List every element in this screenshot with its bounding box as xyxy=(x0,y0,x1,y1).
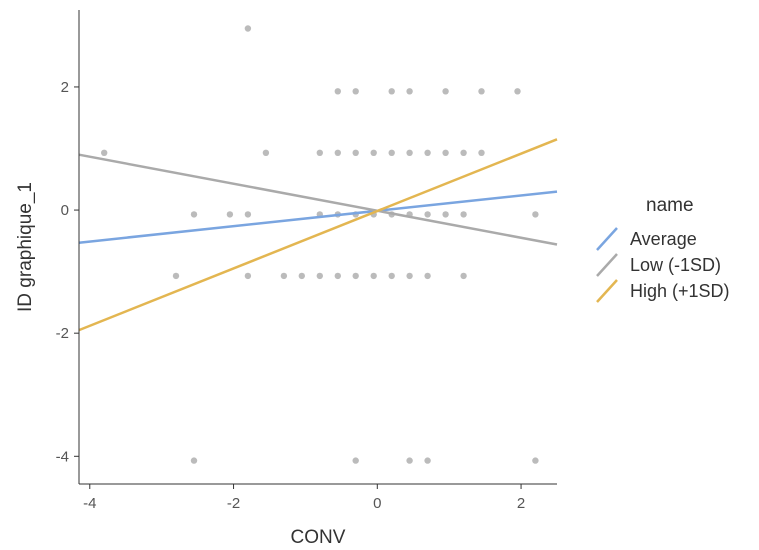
data-point xyxy=(352,149,359,156)
data-point xyxy=(244,211,252,218)
data-point xyxy=(172,272,180,280)
data-point xyxy=(334,272,341,280)
data-point xyxy=(316,272,323,280)
data-point xyxy=(460,149,467,156)
regression-lines xyxy=(78,138,558,332)
x-tick-label: -2 xyxy=(227,495,240,512)
data-point xyxy=(262,149,270,156)
x-tick-label: 2 xyxy=(517,495,525,512)
x-axis-title: CONV xyxy=(291,527,346,548)
data-point xyxy=(244,272,252,280)
data-point xyxy=(388,272,395,280)
series-line-low-1sd xyxy=(78,153,558,246)
axis-ticks: -4 -2 0 2 -4 -2 0 2 xyxy=(56,79,526,512)
data-point xyxy=(352,272,359,280)
series-line-average xyxy=(78,190,558,244)
axes xyxy=(78,10,557,485)
legend-key-average xyxy=(596,227,618,251)
data-point xyxy=(442,88,449,95)
data-point xyxy=(244,25,252,32)
data-point xyxy=(424,457,431,464)
data-point xyxy=(190,211,198,218)
data-point xyxy=(514,88,521,95)
x-tick-label: -4 xyxy=(83,495,96,512)
data-point xyxy=(406,88,413,95)
data-point xyxy=(460,211,467,218)
scatter-points xyxy=(101,25,539,464)
data-point xyxy=(478,88,485,95)
legend-key-low-1sd xyxy=(596,253,618,277)
data-point xyxy=(316,149,323,156)
data-point xyxy=(101,149,108,156)
data-point xyxy=(442,211,449,218)
legend-title: name xyxy=(646,195,694,216)
data-point xyxy=(406,457,413,464)
y-tick-label: 2 xyxy=(61,79,69,96)
y-axis-title: ID graphique_1 xyxy=(15,182,36,312)
data-point xyxy=(388,149,395,156)
legend-key-high-1sd xyxy=(596,279,618,303)
data-point xyxy=(370,272,377,280)
data-point xyxy=(298,272,305,280)
data-point xyxy=(532,211,539,218)
data-point xyxy=(280,272,288,280)
legend: name Average Low (-1SD) High (+1SD) xyxy=(596,195,730,303)
data-point xyxy=(478,149,485,156)
data-point xyxy=(424,272,431,280)
legend-label-high-1sd: High (+1SD) xyxy=(630,281,730,301)
data-point xyxy=(370,149,377,156)
data-point xyxy=(388,88,395,95)
data-point xyxy=(424,149,431,156)
data-point xyxy=(352,457,359,464)
data-point xyxy=(406,272,413,280)
y-tick-label: -2 xyxy=(56,325,69,342)
data-point xyxy=(352,88,359,95)
data-point xyxy=(334,88,341,95)
y-tick-label: -4 xyxy=(56,448,69,465)
data-point xyxy=(532,457,539,464)
data-point xyxy=(226,211,234,218)
data-point xyxy=(190,457,198,464)
data-point xyxy=(460,272,467,280)
legend-label-low-1sd: Low (-1SD) xyxy=(630,255,721,275)
data-point xyxy=(442,149,449,156)
data-point xyxy=(406,149,413,156)
x-tick-label: 0 xyxy=(373,495,381,512)
series-line-high-1sd xyxy=(78,138,558,332)
y-tick-label: 0 xyxy=(61,202,69,219)
legend-label-average: Average xyxy=(630,229,697,249)
data-point xyxy=(334,149,341,156)
data-point xyxy=(424,211,431,218)
